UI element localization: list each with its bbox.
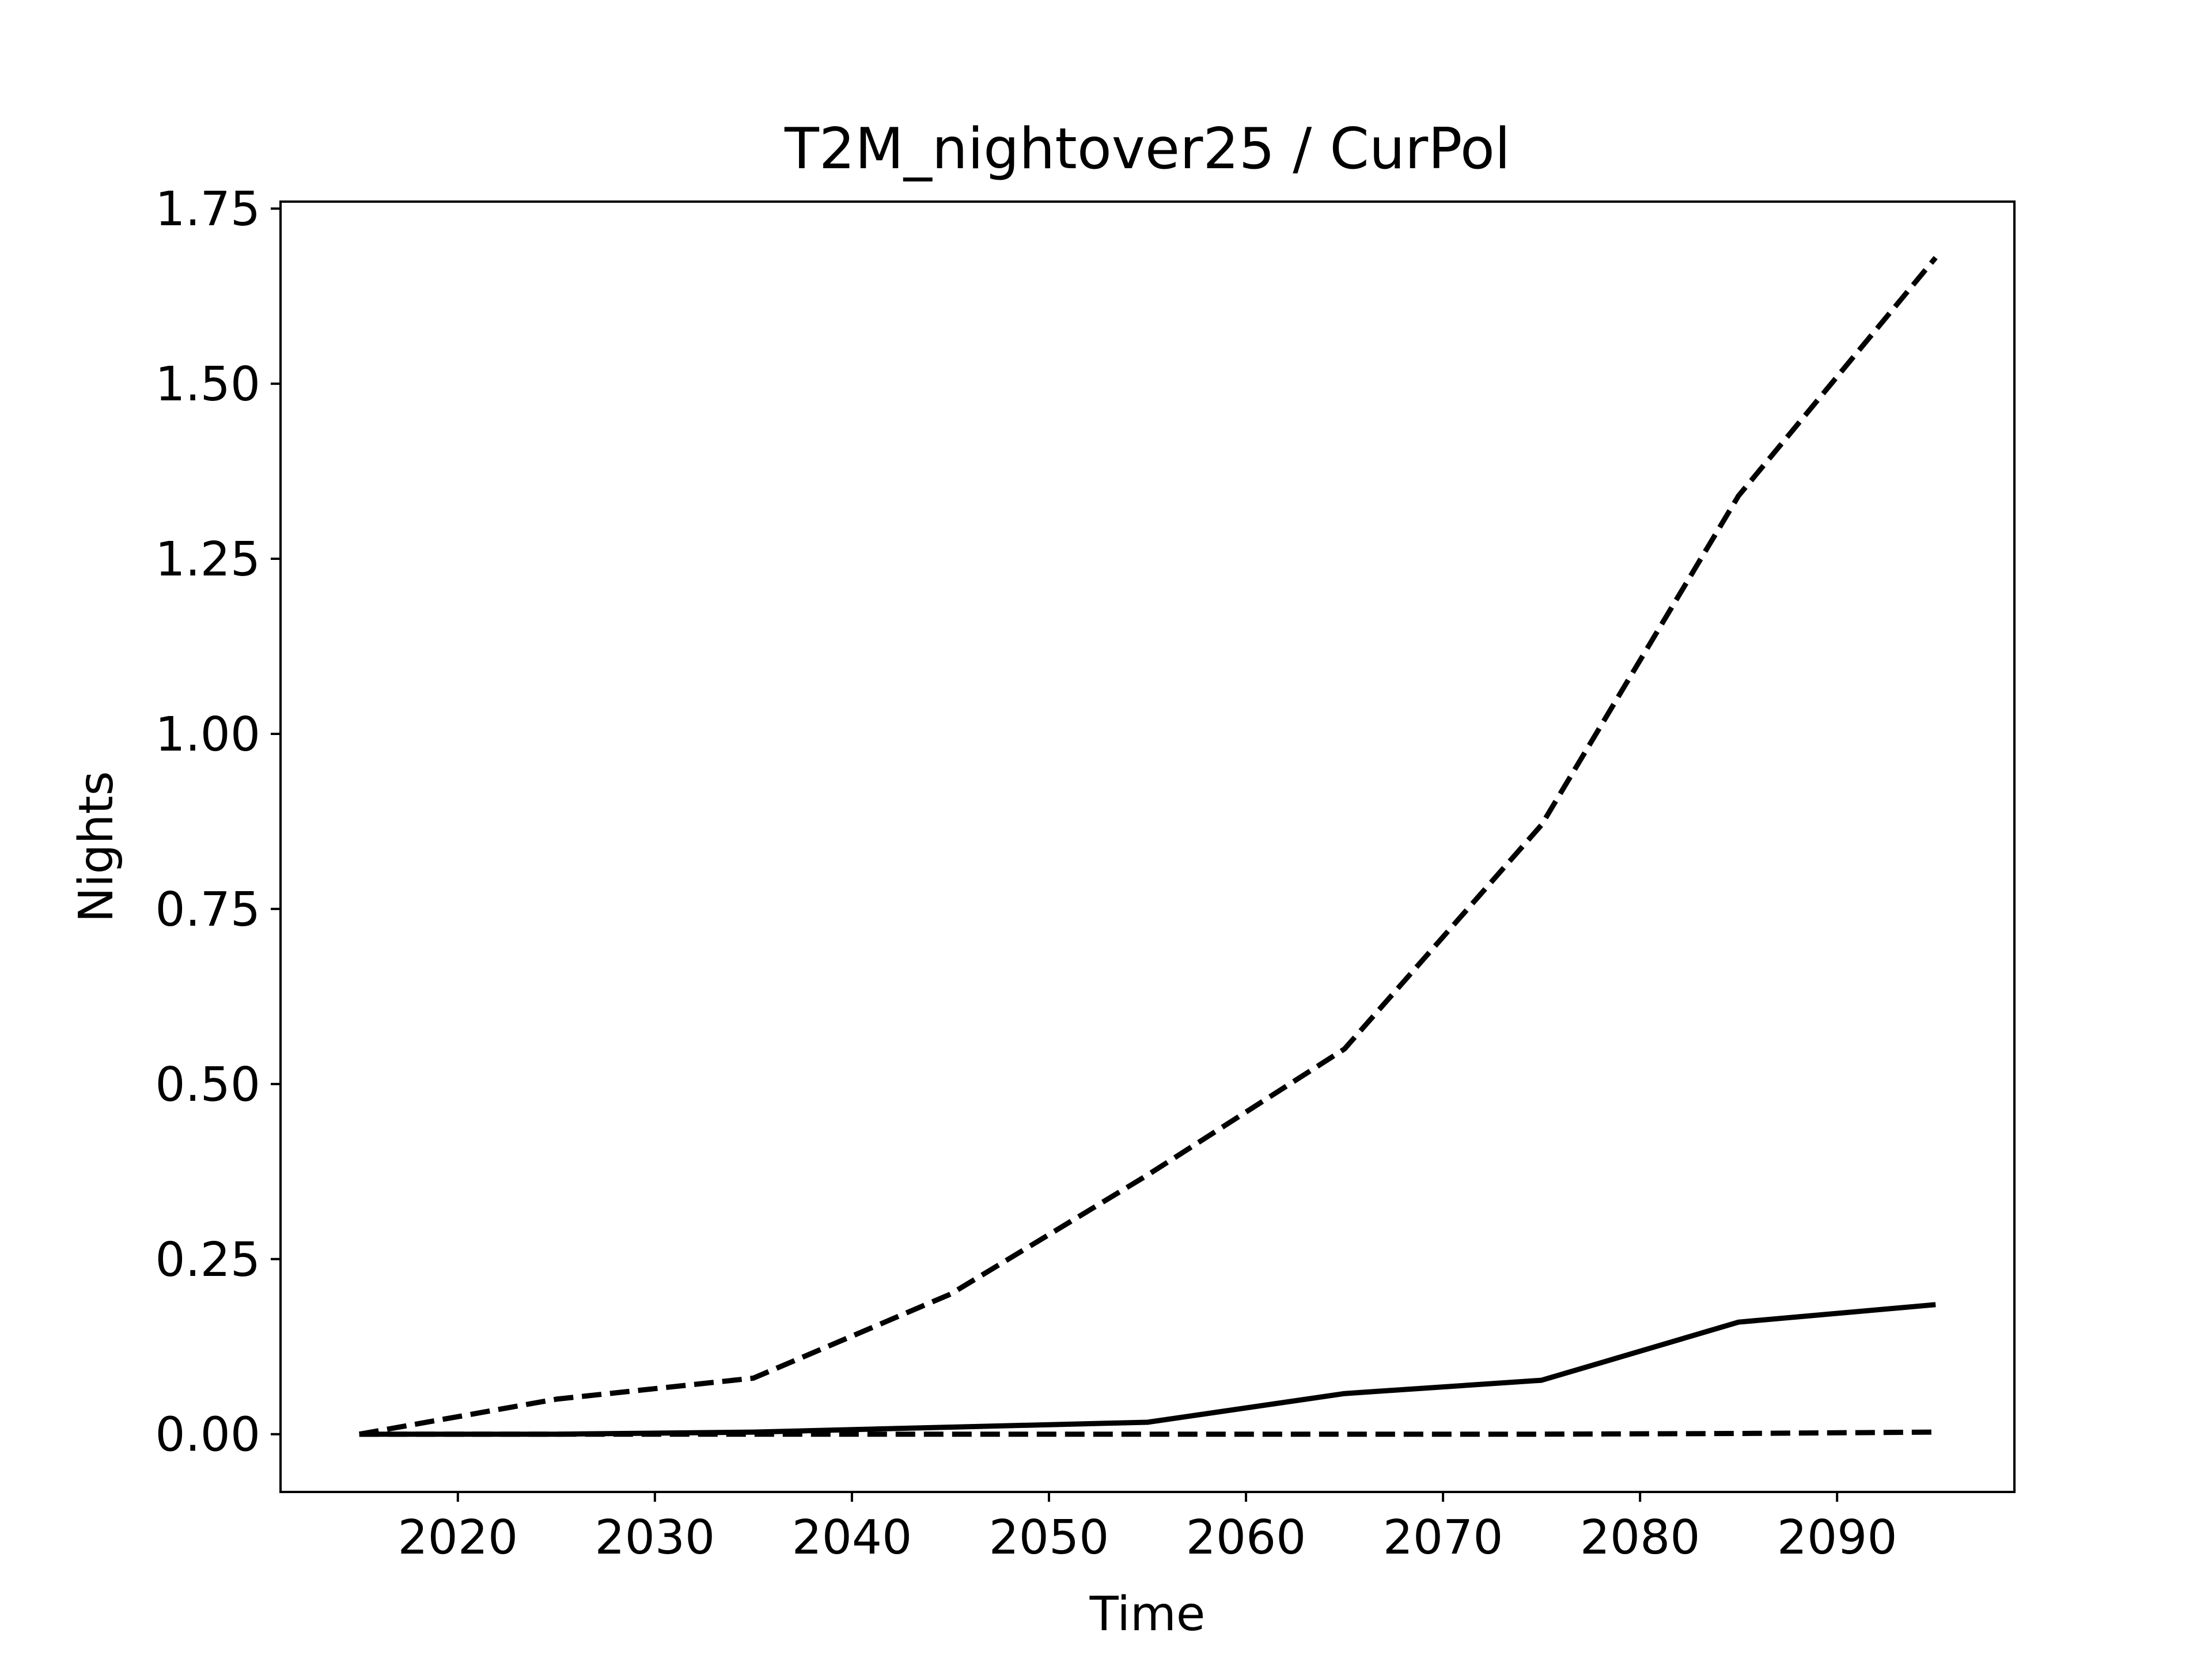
y-tick-label: 1.75 xyxy=(155,182,260,237)
x-tick-label: 2090 xyxy=(1777,1510,1897,1565)
y-tick-label: 0.25 xyxy=(155,1233,260,1287)
x-tick-label: 2050 xyxy=(989,1510,1109,1565)
x-tick-label: 2020 xyxy=(397,1510,518,1565)
y-tick-label: 0.00 xyxy=(155,1408,260,1463)
chart-title: T2M_nightover25 / CurPol xyxy=(784,116,1510,182)
y-tick-label: 0.50 xyxy=(155,1058,260,1112)
x-axis-label: Time xyxy=(1089,1587,1206,1642)
x-tick-label: 2080 xyxy=(1580,1510,1700,1565)
y-axis: 0.00 0.25 0.50 0.75 1.00 1.25 1.50 1.75 xyxy=(155,182,281,1463)
y-tick-label: 0.75 xyxy=(155,882,260,937)
series-line-3 xyxy=(359,1429,1936,1437)
series-line-1 xyxy=(359,256,1938,1437)
y-tick-label: 1.00 xyxy=(155,707,260,762)
y-tick-label: 1.50 xyxy=(155,357,260,412)
y-axis-label: Nights xyxy=(69,771,124,922)
plot-area xyxy=(359,256,1938,1437)
x-tick-label: 2030 xyxy=(595,1510,715,1565)
x-tick-label: 2070 xyxy=(1383,1510,1503,1565)
x-tick-label: 2060 xyxy=(1186,1510,1306,1565)
axes-frame xyxy=(279,200,2016,1493)
y-tick-label: 1.25 xyxy=(155,532,260,587)
x-tick-label: 2040 xyxy=(792,1510,912,1565)
x-axis: 2020 2030 2040 2050 2060 2070 2080 2090 xyxy=(397,1492,1897,1565)
